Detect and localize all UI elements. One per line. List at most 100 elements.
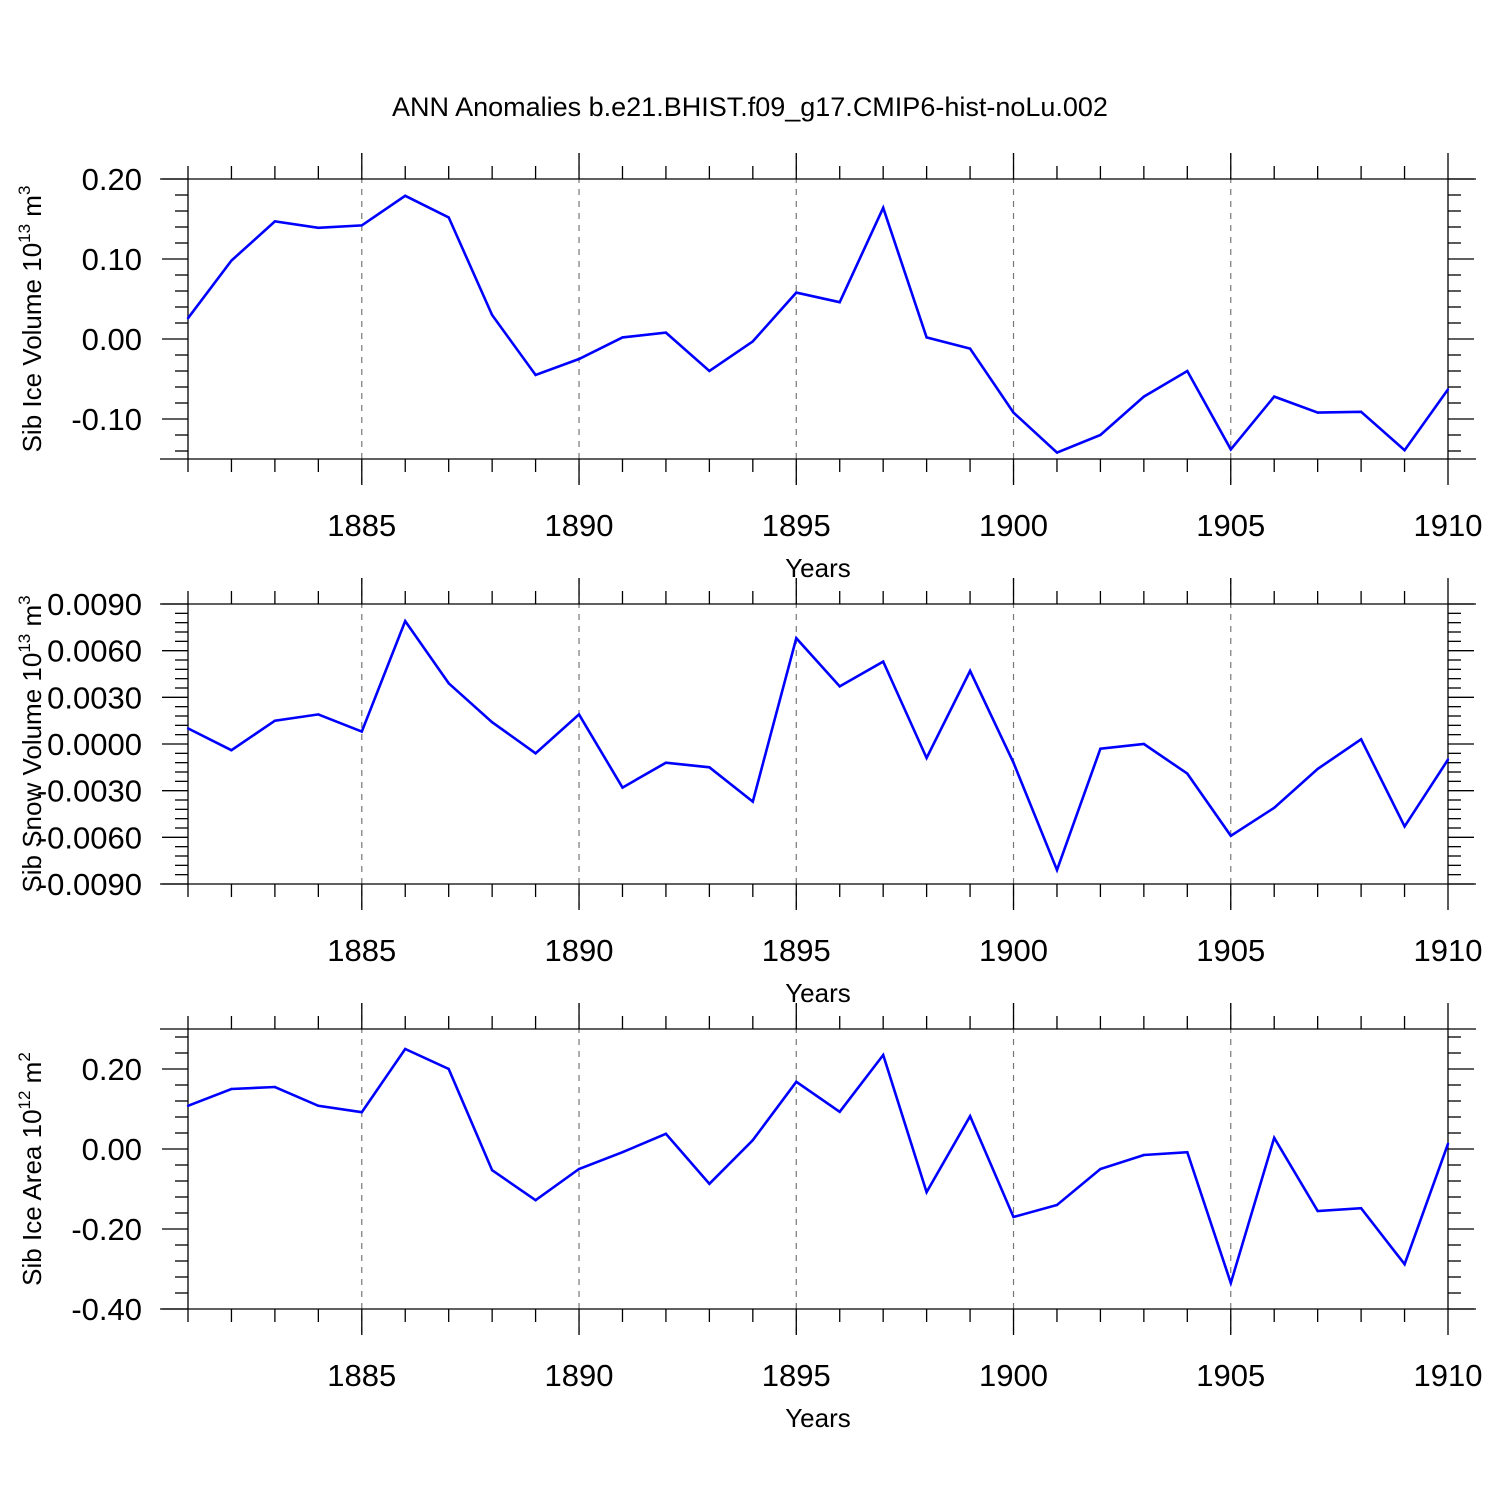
x-tick-label: 1885 [327,508,396,543]
y-axis-label-part: m [17,1062,47,1091]
data-point-1895 [795,291,798,294]
data-point-1905 [1229,1281,1232,1285]
data-point-1898 [925,1191,928,1194]
data-point-1904 [1186,1151,1189,1154]
x-tick-label: 1890 [545,933,614,968]
y-tick-marks [162,1036,1474,1310]
y-axis-label: Sib Ice Volume 1013 m3 [15,186,47,453]
panel-3: 0.20 0.00 -0.20 -0.40 1885 1890 1895 1900 1905 19… [15,1003,1482,1433]
data-point-1883 [273,1085,277,1089]
y-tick-label: -0.0030 [37,774,142,809]
plot-frame [160,603,1476,885]
y-axis-label-part: Sib Ice Area 10 [17,1109,47,1285]
data-point-1893 [708,369,711,373]
data-point-1897 [881,206,885,209]
data-point-1890 [577,357,581,361]
y-tick-label: -0.10 [71,402,142,437]
x-tick-label: 1890 [545,508,614,543]
data-point-1900 [1012,761,1015,764]
data-point-1910 [1446,1142,1450,1146]
y-axis-label-part: 13 [15,634,34,653]
data-point-1903 [1142,395,1146,398]
data-point-1884 [317,226,320,229]
data-point-1888 [490,721,494,724]
data-point-1904 [1186,772,1189,775]
data-point-1902 [1099,433,1102,437]
x-tick-label: 1910 [1414,1358,1483,1393]
x-tick-marks [187,578,1449,910]
data-point-1890 [577,713,581,716]
plot-frame [160,1028,1476,1310]
data-point-1896 [838,685,841,688]
y-tick-label: -0.0060 [37,820,142,855]
data-point-1885 [360,730,363,733]
data-point-1887 [447,216,450,219]
data-point-1887 [447,1067,450,1071]
data-point-1882 [230,749,233,752]
x-tick-label: 1885 [327,933,396,968]
y-axis-label-group: Sib Ice Volume 1013 m3 [15,186,47,453]
data-point-1886 [404,619,407,623]
data-point-1894 [751,1139,755,1142]
y-tick-label: 0.0000 [47,727,142,762]
data-point-1906 [1273,1136,1276,1140]
chart-panels: 0.20 0.10 0.00 -0.10 1885 1890 1895 1900 1905 191… [15,153,1482,1433]
data-point-1899 [968,669,972,673]
data-point-1896 [838,1110,841,1114]
data-point-1892 [664,1132,668,1136]
data-point-1898 [925,756,928,760]
data-point-1893 [708,1182,711,1186]
data-point-1898 [925,336,928,339]
data-point-1890 [577,1167,581,1171]
series-line [187,618,1450,874]
data-point-1895 [795,1080,798,1084]
data-point-1888 [490,313,494,317]
data-point-1884 [317,1104,320,1108]
data-point-1909 [1403,825,1406,828]
data-point-1899 [968,347,972,350]
data-point-1909 [1403,1263,1406,1266]
y-axis-label-part: 3 [15,595,34,604]
data-point-1897 [881,660,885,663]
data-point-1904 [1186,369,1189,373]
x-tick-label: 1905 [1196,933,1265,968]
data-point-1907 [1316,411,1319,414]
x-tick-label: 1895 [762,1358,831,1393]
data-point-1892 [664,331,668,334]
panel-1: 0.20 0.10 0.00 -0.10 1885 1890 1895 1900 1905 191… [15,153,1482,583]
y-tick-label: -0.20 [71,1212,142,1247]
data-point-1903 [1142,1153,1146,1157]
y-tick-label: -0.40 [71,1292,142,1327]
data-point-1908 [1359,738,1363,741]
y-tick-label: 0.20 [82,162,142,197]
y-axis-label-part: 12 [15,1091,34,1110]
x-tick-label: 1910 [1414,508,1483,543]
x-tick-marks [187,153,1449,485]
data-point-1907 [1316,1209,1319,1213]
x-tick-marks [187,1003,1449,1335]
data-point-1906 [1273,806,1276,809]
data-point-1901 [1055,868,1059,872]
data-point-1901 [1055,1203,1059,1207]
y-tick-marks [162,178,1474,452]
x-axis-label: Years [785,978,851,1008]
data-point-1894 [751,340,755,343]
x-axis-label: Years [785,1403,851,1433]
y-axis-label-part: 13 [15,224,34,243]
x-tick-label: 1900 [979,508,1048,543]
y-tick-label: 0.0060 [47,634,142,669]
data-point-1891 [621,786,624,789]
data-point-1889 [534,752,537,755]
y-tick-marks [162,603,1474,885]
y-axis-label-part: 2 [15,1052,34,1061]
data-point-1893 [708,766,711,769]
data-point-1910 [1446,388,1450,391]
data-point-1894 [751,800,755,803]
data-point-1883 [273,220,277,223]
data-point-1887 [447,682,450,685]
data-point-1886 [404,194,407,197]
data-point-1882 [230,259,233,262]
x-tick-label: 1900 [979,1358,1048,1393]
